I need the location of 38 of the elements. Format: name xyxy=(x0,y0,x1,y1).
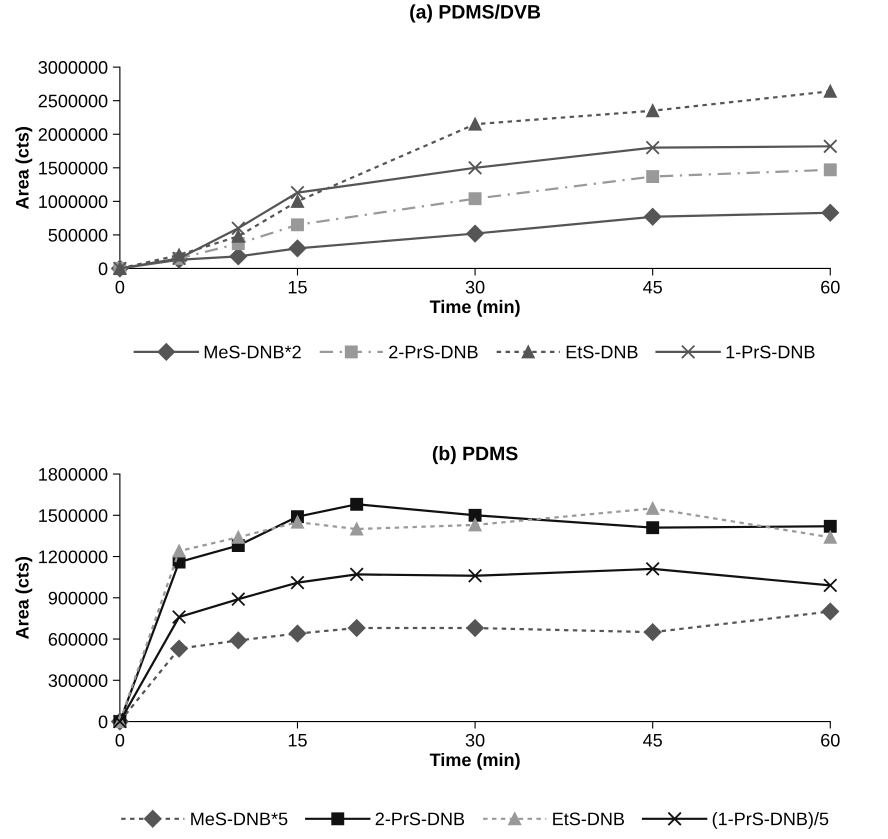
y-tick-label: 300000 xyxy=(48,674,108,688)
x-tick-label: 45 xyxy=(643,280,662,294)
x-axis-title: Time (min) xyxy=(430,300,520,317)
y-axis-title: Area (cts) xyxy=(15,557,32,639)
x-tick-label: 0 xyxy=(116,734,124,747)
x-tick-label: 30 xyxy=(466,734,484,747)
legend-label: MeS-DNB*2 xyxy=(204,346,301,358)
x-tick-label: 15 xyxy=(288,734,307,747)
x-tick-label: 45 xyxy=(643,734,662,747)
y-tick-label: 3000000 xyxy=(38,61,108,74)
legend-label: EtS-DNB xyxy=(553,812,624,826)
x-tick-label: 60 xyxy=(821,280,840,294)
y-axis-title: Area (cts) xyxy=(15,127,32,209)
y-tick-label: 600000 xyxy=(48,632,108,646)
x-tick-label: 30 xyxy=(466,280,484,294)
y-tick-label: 500000 xyxy=(48,228,108,242)
legend-label: EtS-DNB xyxy=(566,346,638,358)
legend-label: MeS-DNB*5 xyxy=(191,812,288,826)
legend-label: 1-PrS-DNB xyxy=(726,346,814,358)
y-tick-label: 0 xyxy=(98,262,108,276)
x-tick-label: 60 xyxy=(821,734,840,747)
y-tick-label: 1500000 xyxy=(39,162,108,175)
y-tick-label: 1000000 xyxy=(39,195,108,208)
y-tick-label: 2500000 xyxy=(38,94,108,108)
y-tick-label: 900000 xyxy=(48,592,108,605)
y-tick-label: 1800000 xyxy=(39,468,108,481)
y-tick-label: 0 xyxy=(98,715,108,728)
x-axis-title: Time (min) xyxy=(430,752,520,770)
chart-title: (b) PDMS xyxy=(432,446,518,464)
chart-title: (a) PDMS/DVB xyxy=(410,4,540,23)
legend-label: 2-PrS-DNB xyxy=(389,346,478,358)
legend-label: (1-PrS-DNB)/5 xyxy=(712,812,828,829)
y-tick-label: 1500000 xyxy=(39,509,108,522)
legend-label: 2-PrS-DNB xyxy=(376,812,464,826)
y-tick-label: 1200000 xyxy=(39,550,108,564)
x-tick-label: 0 xyxy=(116,280,124,294)
x-tick-label: 15 xyxy=(288,280,307,294)
y-tick-label: 2000000 xyxy=(38,128,108,141)
